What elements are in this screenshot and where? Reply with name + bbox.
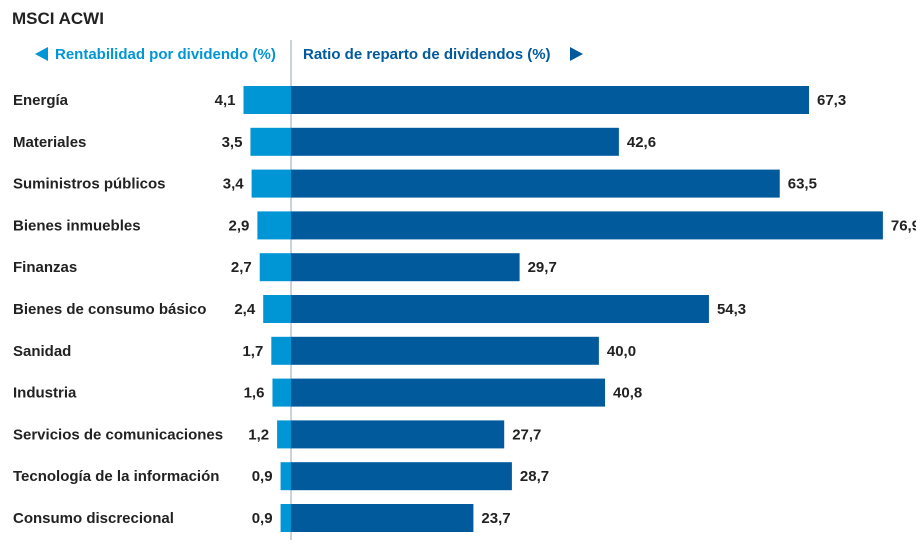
- bar-row: Industria 1,6 40,8: [13, 378, 642, 407]
- dividend-yield-label: 0,9: [252, 468, 273, 485]
- payout-ratio-label: 76,9: [891, 217, 916, 234]
- category-label: Tecnología de la información: [13, 468, 219, 485]
- payout-ratio-label: 27,7: [512, 426, 541, 443]
- payout-ratio-bar: [291, 211, 883, 240]
- bar-row: Servicios de comunicaciones 1,2 27,7: [13, 420, 541, 449]
- payout-ratio-bar: [291, 253, 520, 282]
- dividend-yield-bar: [250, 127, 291, 156]
- payout-ratio-label: 67,3: [817, 92, 846, 109]
- payout-ratio-label: 23,7: [481, 510, 510, 527]
- payout-ratio-bar: [291, 462, 512, 491]
- payout-ratio-bar: [291, 336, 599, 365]
- left-arrow-icon: [35, 47, 48, 61]
- payout-ratio-label: 63,5: [788, 176, 817, 193]
- bar-row: Tecnología de la información 0,9 28,7: [13, 462, 549, 491]
- dividend-yield-bar: [280, 504, 291, 532]
- category-label: Suministros públicos: [13, 176, 166, 193]
- legend-left-label: Rentabilidad por dividendo (%): [55, 46, 276, 63]
- category-label: Servicios de comunicaciones: [13, 426, 223, 443]
- chart-rows: Energía 4,1 67,3 Materiales 3,5 42,6 Suministr…: [13, 86, 916, 532]
- bar-row: Consumo discrecional 0,9 23,7: [13, 504, 511, 532]
- dividend-yield-label: 4,1: [215, 92, 236, 109]
- category-label: Bienes inmuebles: [13, 217, 141, 234]
- dividend-yield-label: 3,4: [223, 176, 245, 193]
- dividend-yield-bar: [243, 86, 291, 114]
- payout-ratio-label: 29,7: [528, 259, 557, 276]
- dividend-yield-bar: [272, 378, 291, 407]
- bar-row: Bienes de consumo básico 2,4 54,3: [13, 295, 746, 323]
- payout-ratio-bar: [291, 127, 619, 156]
- dividend-yield-bar: [251, 169, 291, 198]
- dividend-yield-bar: [280, 462, 291, 491]
- payout-ratio-bar: [291, 420, 505, 449]
- bar-row: Finanzas 2,7 29,7: [13, 253, 557, 282]
- bar-row: Energía 4,1 67,3: [13, 86, 846, 114]
- bar-row: Sanidad 1,7 40,0: [13, 336, 636, 365]
- dividend-yield-label: 3,5: [222, 134, 243, 151]
- category-label: Consumo discrecional: [13, 510, 174, 527]
- category-label: Energía: [13, 92, 69, 109]
- payout-ratio-label: 54,3: [717, 301, 746, 318]
- chart-title: MSCI ACWI: [12, 9, 104, 28]
- right-arrow-icon: [570, 47, 583, 61]
- payout-ratio-label: 40,8: [613, 385, 642, 402]
- legend-right-label: Ratio de reparto de dividendos (%): [303, 46, 551, 63]
- payout-ratio-bar: [291, 504, 474, 532]
- category-label: Bienes de consumo básico: [13, 301, 206, 318]
- dividend-yield-label: 1,6: [244, 385, 265, 402]
- dividend-yield-bar: [259, 253, 291, 282]
- category-label: Finanzas: [13, 259, 77, 276]
- payout-ratio-label: 42,6: [627, 134, 656, 151]
- dividend-yield-label: 1,2: [248, 426, 269, 443]
- category-label: Industria: [13, 385, 77, 402]
- payout-ratio-bar: [291, 295, 709, 323]
- dividend-yield-label: 1,7: [242, 343, 263, 360]
- bar-row: Materiales 3,5 42,6: [13, 127, 656, 156]
- dividend-yield-bar: [271, 336, 291, 365]
- dividend-yield-bar: [257, 211, 291, 240]
- dividend-yield-label: 2,7: [231, 259, 252, 276]
- payout-ratio-bar: [291, 169, 780, 198]
- payout-ratio-bar: [291, 378, 606, 407]
- dividend-yield-label: 2,9: [229, 217, 250, 234]
- dividend-yield-bar: [277, 420, 291, 449]
- dividend-yield-bar: [263, 295, 291, 323]
- legend: Rentabilidad por dividendo (%) Ratio de …: [35, 46, 583, 63]
- category-label: Materiales: [13, 134, 86, 151]
- bar-row: Bienes inmuebles 2,9 76,9: [13, 211, 916, 240]
- dividend-yield-label: 2,4: [234, 301, 256, 318]
- category-label: Sanidad: [13, 343, 71, 360]
- dividend-yield-label: 0,9: [252, 510, 273, 527]
- payout-ratio-bar: [291, 86, 809, 114]
- payout-ratio-label: 28,7: [520, 468, 549, 485]
- payout-ratio-label: 40,0: [607, 343, 636, 360]
- bar-row: Suministros públicos 3,4 63,5: [13, 169, 817, 198]
